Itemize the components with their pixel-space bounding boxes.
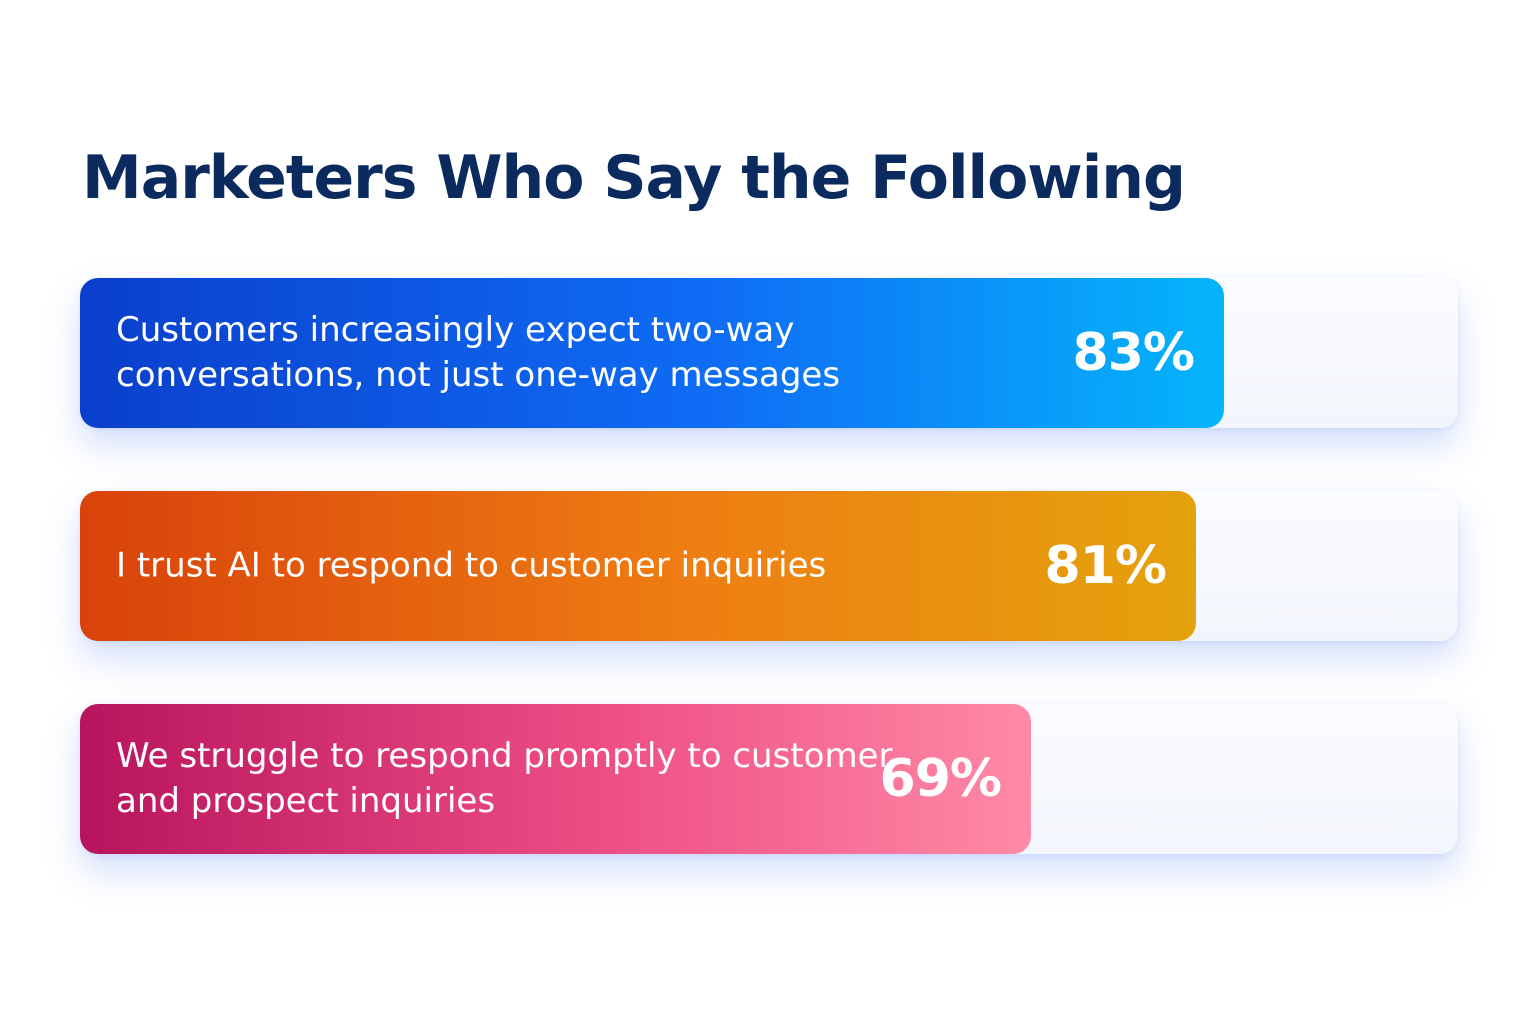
bar	[80, 278, 1224, 428]
bar-row: I trust AI to respond to customer inquir…	[80, 491, 1458, 641]
bar-label: We struggle to respond promptly to custo…	[116, 736, 893, 821]
chart-title: Marketers Who Say the Following	[82, 143, 1186, 213]
bar	[80, 491, 1196, 641]
bar-row: Customers increasingly expect two-way co…	[80, 278, 1458, 428]
bar-value-label: 83%	[1072, 323, 1195, 383]
bar-label: Customers increasingly expect two-way co…	[116, 310, 841, 395]
bar-value-label: 81%	[1044, 536, 1167, 596]
bar-row: We struggle to respond promptly to custo…	[80, 704, 1458, 854]
bar-label: I trust AI to respond to customer inquir…	[116, 545, 827, 586]
bar	[80, 704, 1031, 854]
bar-value-label: 69%	[879, 749, 1002, 809]
